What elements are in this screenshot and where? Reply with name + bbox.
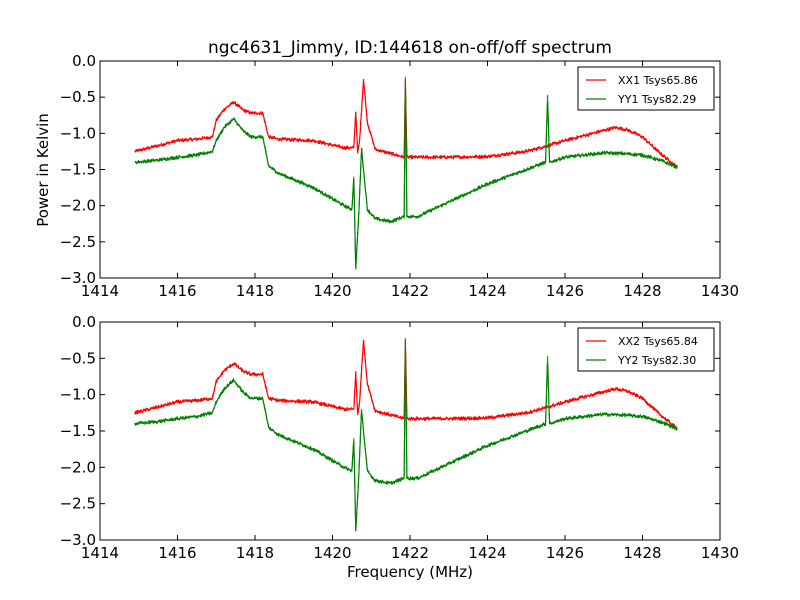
x-tick-label: 1424: [468, 282, 506, 300]
series-knots-xx2: [134, 340, 678, 430]
legend-label: YY1 Tsys82.29: [617, 93, 696, 106]
legend-label: XX2 Tsys65.84: [618, 335, 698, 348]
x-tick-label: 1416: [158, 282, 196, 300]
y-tick-label: −3.0: [60, 269, 96, 287]
y-tick-label: 0.0: [72, 313, 96, 331]
y-tick-label: −2.5: [60, 233, 96, 251]
x-tick-label: 1430: [701, 282, 739, 300]
x-tick-label: 1420: [313, 282, 351, 300]
panel-top: 1414 1416 1418 1420 1422 1424 1426 1428 1430 0.0 −…: [60, 52, 740, 300]
series-knots-yy2: [134, 337, 678, 532]
x-tick-label: 1426: [546, 282, 584, 300]
y-tick-label: 0.0: [72, 52, 96, 70]
y-tick-label: −2.5: [60, 495, 96, 513]
y-tick-label: −2.0: [60, 197, 96, 215]
x-tick-label: 1414: [81, 282, 119, 300]
x-tick-label: 1416: [158, 544, 196, 562]
y-axis-label: Power in Kelvin: [34, 113, 52, 227]
x-tick-label: 1422: [391, 544, 429, 562]
y-tick-label: −1.5: [60, 422, 96, 440]
legend-box: [577, 327, 715, 372]
x-tick-label: 1418: [236, 282, 274, 300]
x-tick-label: 1424: [468, 544, 506, 562]
x-tick-label: 1422: [391, 282, 429, 300]
y-tick-label: −3.0: [60, 531, 96, 549]
x-tick-label: 1426: [546, 544, 584, 562]
y-tick-label: −0.5: [60, 349, 96, 367]
y-tick-label: −1.0: [60, 124, 96, 142]
legend: XX1 Tsys65.86 YY1 Tsys82.29: [577, 66, 715, 111]
series-knots-yy1: [134, 76, 678, 270]
y-tick-label: −0.5: [60, 88, 96, 106]
series-knots-xx1: [134, 79, 678, 168]
x-tick-label: 1430: [701, 544, 739, 562]
x-tick-label: 1414: [81, 544, 119, 562]
panel-bottom: 1414 1416 1418 1420 1422 1424 1426 1428 1430 0.0 −…: [60, 313, 740, 562]
x-tick-label: 1428: [623, 544, 661, 562]
legend-label: YY2 Tsys82.30: [617, 354, 696, 367]
y-tick-label: −1.0: [60, 386, 96, 404]
x-tick-label: 1420: [313, 544, 351, 562]
y-tick-label: −2.0: [60, 458, 96, 476]
legend-box: [577, 66, 715, 111]
x-tick-label: 1428: [623, 282, 661, 300]
x-axis-label: Frequency (MHz): [347, 563, 473, 581]
y-tick-label: −1.5: [60, 161, 96, 179]
chart-title: ngc4631_Jimmy, ID:144618 on-off/off spec…: [208, 38, 612, 58]
legend-label: XX1 Tsys65.86: [618, 74, 698, 87]
legend: XX2 Tsys65.84 YY2 Tsys82.30: [577, 327, 715, 372]
x-tick-label: 1418: [236, 544, 274, 562]
